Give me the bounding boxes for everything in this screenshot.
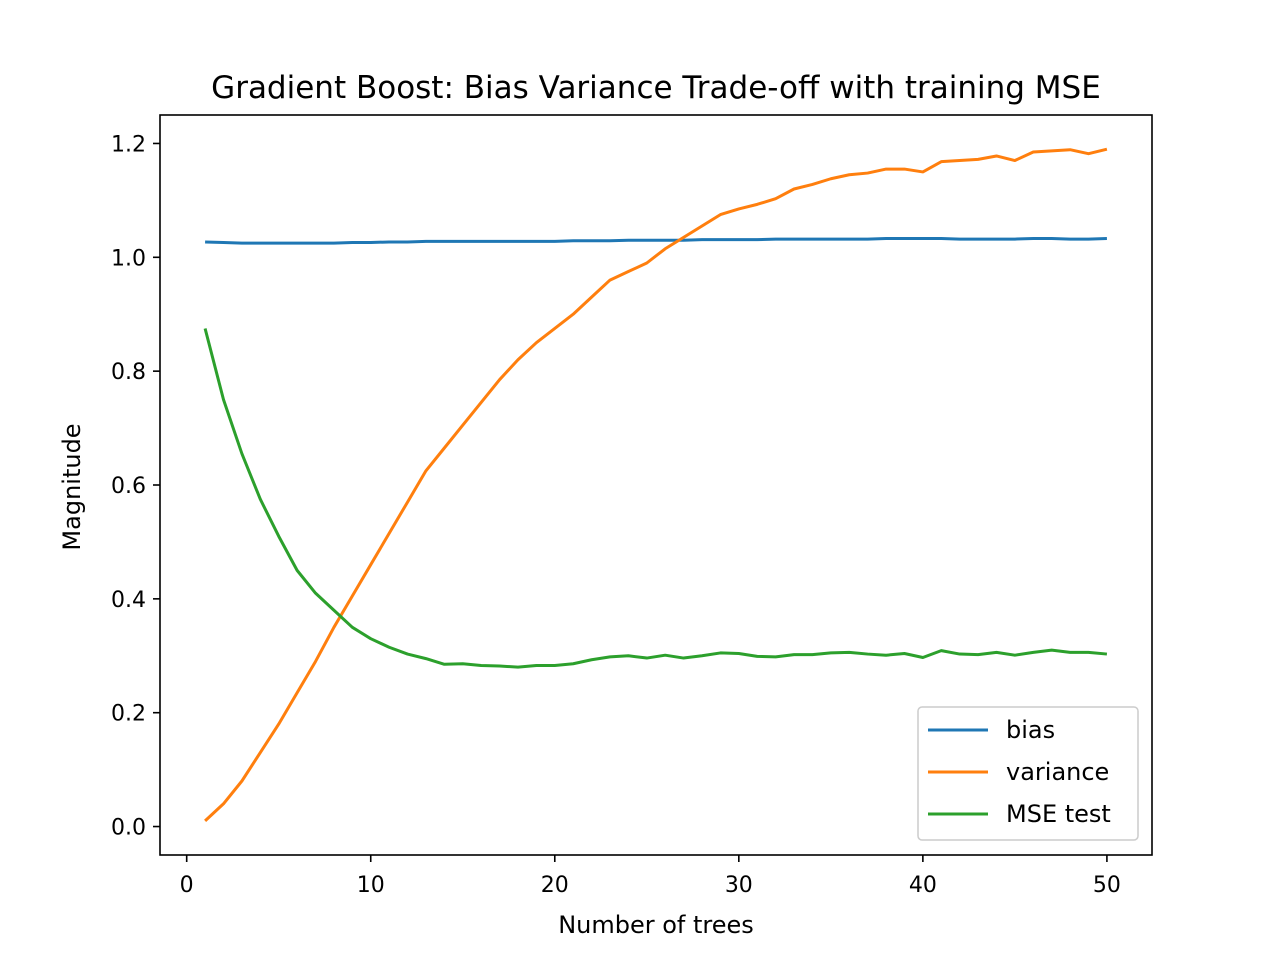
y-tick-label: 0.4 xyxy=(111,588,146,613)
x-tick-label: 30 xyxy=(725,873,753,898)
legend-entries: bias variance MSE test xyxy=(928,716,1111,828)
y-axis-ticks: 0.0 0.2 0.4 0.6 0.8 1.0 1.2 xyxy=(111,132,160,841)
series-line-variance xyxy=(204,147,1108,822)
y-tick-label: 0.2 xyxy=(111,702,146,727)
x-axis-label: Number of trees xyxy=(558,911,754,939)
series-line-bias xyxy=(205,237,1107,245)
plot-lines xyxy=(203,147,1108,822)
x-tick-label: 40 xyxy=(909,873,937,898)
chart-title: Gradient Boost: Bias Variance Trade-off … xyxy=(211,70,1101,106)
x-tick-label: 50 xyxy=(1093,873,1121,898)
legend: bias variance MSE test xyxy=(917,706,1139,841)
y-axis-label: Magnitude xyxy=(58,423,86,550)
legend-box xyxy=(917,706,1139,841)
legend-label-variance: variance xyxy=(1006,758,1109,786)
y-tick-label: 0.8 xyxy=(111,360,146,385)
y-tick-label: 0.0 xyxy=(111,816,146,841)
x-tick-label: 20 xyxy=(541,873,569,898)
legend-label-mse-test: MSE test xyxy=(1006,800,1111,828)
legend-label-bias: bias xyxy=(1006,716,1055,744)
series-line-mse-test xyxy=(203,328,1108,669)
x-axis-ticks: 0 10 20 30 40 50 xyxy=(180,855,1121,898)
y-tick-label: 0.6 xyxy=(111,474,146,499)
x-tick-label: 10 xyxy=(357,873,385,898)
y-tick-label: 1.0 xyxy=(111,246,146,271)
y-tick-label: 1.2 xyxy=(111,132,146,157)
x-tick-label: 0 xyxy=(180,873,194,898)
